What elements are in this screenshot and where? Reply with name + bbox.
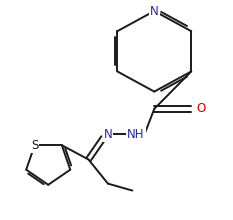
Text: S: S bbox=[31, 139, 38, 152]
Text: N: N bbox=[150, 5, 159, 18]
Text: N: N bbox=[104, 128, 112, 141]
Text: NH: NH bbox=[127, 128, 145, 141]
Text: O: O bbox=[196, 102, 206, 115]
